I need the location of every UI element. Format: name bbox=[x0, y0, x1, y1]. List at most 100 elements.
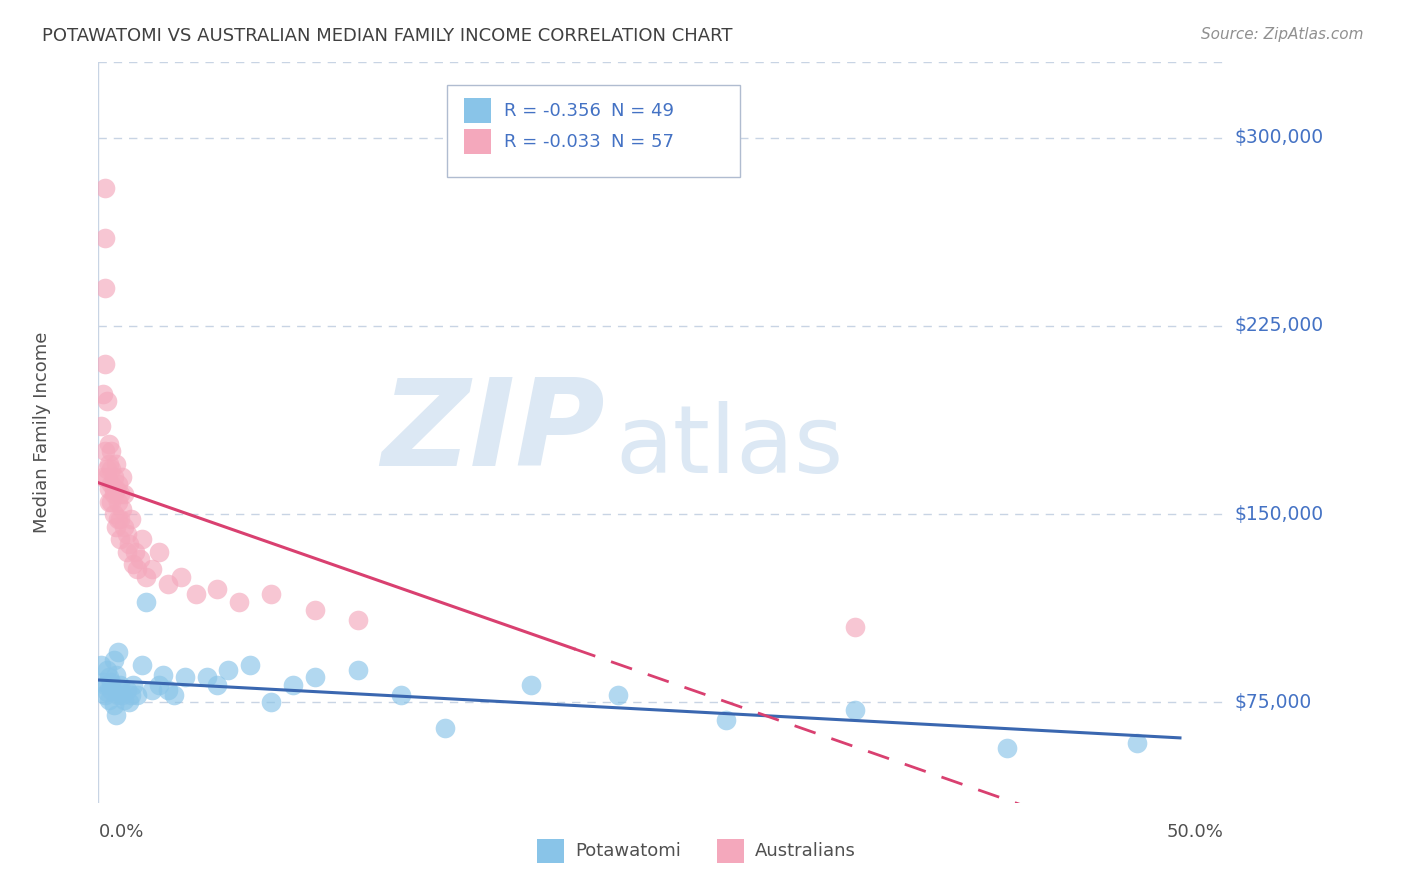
Point bbox=[122, 558, 145, 572]
Point bbox=[108, 512, 131, 526]
Point bbox=[98, 437, 121, 451]
Point bbox=[128, 552, 150, 566]
Point bbox=[115, 545, 138, 559]
Point bbox=[103, 482, 125, 496]
Point bbox=[90, 419, 112, 434]
FancyBboxPatch shape bbox=[717, 839, 744, 863]
Text: 50.0%: 50.0% bbox=[1167, 823, 1223, 841]
Point bbox=[844, 703, 866, 717]
Text: $225,000: $225,000 bbox=[1234, 317, 1323, 335]
Point bbox=[111, 502, 134, 516]
Point bbox=[131, 657, 153, 672]
Point bbox=[103, 487, 125, 501]
Text: ZIP: ZIP bbox=[381, 374, 605, 491]
Point bbox=[995, 740, 1018, 755]
Point bbox=[122, 678, 145, 692]
Point bbox=[148, 545, 170, 559]
Point bbox=[152, 668, 174, 682]
Point bbox=[1125, 735, 1147, 749]
Point bbox=[107, 494, 129, 508]
Point bbox=[120, 512, 142, 526]
Text: Source: ZipAtlas.com: Source: ZipAtlas.com bbox=[1201, 27, 1364, 42]
Point bbox=[104, 708, 127, 723]
Point bbox=[304, 670, 326, 684]
Point bbox=[433, 721, 456, 735]
Point bbox=[131, 533, 153, 547]
Point bbox=[239, 657, 262, 672]
Point bbox=[207, 678, 229, 692]
Text: R = -0.033: R = -0.033 bbox=[505, 133, 602, 151]
Point bbox=[260, 587, 283, 601]
Text: R = -0.356: R = -0.356 bbox=[505, 102, 602, 120]
Point bbox=[606, 688, 628, 702]
Point bbox=[98, 693, 121, 707]
Point bbox=[96, 685, 118, 699]
Point bbox=[94, 357, 117, 371]
Point bbox=[112, 520, 135, 534]
Point bbox=[135, 570, 157, 584]
Point bbox=[94, 678, 117, 692]
Point bbox=[100, 462, 122, 476]
Point bbox=[91, 386, 114, 401]
Point bbox=[104, 457, 127, 471]
FancyBboxPatch shape bbox=[464, 98, 491, 123]
Point bbox=[96, 394, 118, 409]
Point bbox=[115, 527, 138, 541]
Text: $300,000: $300,000 bbox=[1234, 128, 1323, 147]
Point bbox=[100, 682, 122, 697]
Point bbox=[520, 678, 543, 692]
Point bbox=[91, 675, 114, 690]
FancyBboxPatch shape bbox=[537, 839, 564, 863]
Point bbox=[184, 587, 207, 601]
Point bbox=[91, 469, 114, 483]
Point bbox=[96, 469, 118, 483]
Point bbox=[148, 678, 170, 692]
Text: $150,000: $150,000 bbox=[1234, 505, 1323, 524]
Point bbox=[94, 281, 117, 295]
Point bbox=[94, 181, 117, 195]
Text: atlas: atlas bbox=[616, 401, 844, 493]
FancyBboxPatch shape bbox=[464, 129, 491, 154]
Point bbox=[104, 520, 127, 534]
Text: Median Family Income: Median Family Income bbox=[34, 332, 51, 533]
Point bbox=[107, 645, 129, 659]
Point bbox=[118, 695, 141, 709]
Point bbox=[98, 494, 121, 508]
Point bbox=[163, 688, 186, 702]
Point bbox=[156, 577, 179, 591]
Text: Australians: Australians bbox=[755, 842, 856, 860]
Point bbox=[118, 537, 141, 551]
Text: $75,000: $75,000 bbox=[1234, 693, 1312, 712]
Point bbox=[103, 653, 125, 667]
Point bbox=[141, 682, 163, 697]
Text: POTAWATOMI VS AUSTRALIAN MEDIAN FAMILY INCOME CORRELATION CHART: POTAWATOMI VS AUSTRALIAN MEDIAN FAMILY I… bbox=[42, 27, 733, 45]
Point bbox=[107, 688, 129, 702]
Point bbox=[108, 487, 131, 501]
Point bbox=[96, 462, 118, 476]
Point bbox=[169, 570, 191, 584]
Point bbox=[127, 688, 149, 702]
Text: 0.0%: 0.0% bbox=[98, 823, 143, 841]
Text: N = 49: N = 49 bbox=[612, 102, 675, 120]
Point bbox=[98, 457, 121, 471]
Point bbox=[103, 469, 125, 483]
Point bbox=[103, 507, 125, 521]
Point bbox=[98, 482, 121, 496]
Point bbox=[347, 663, 370, 677]
Point bbox=[120, 688, 142, 702]
Point bbox=[98, 670, 121, 684]
Point bbox=[112, 487, 135, 501]
Point bbox=[104, 482, 127, 496]
Point bbox=[207, 582, 229, 597]
Point bbox=[281, 678, 304, 692]
Point bbox=[108, 678, 131, 692]
Point bbox=[94, 444, 117, 458]
Point bbox=[844, 620, 866, 634]
Point bbox=[107, 512, 129, 526]
Point bbox=[174, 670, 197, 684]
Point bbox=[228, 595, 250, 609]
Point bbox=[94, 688, 117, 702]
Point bbox=[108, 533, 131, 547]
Point bbox=[304, 602, 326, 616]
Point bbox=[90, 657, 112, 672]
